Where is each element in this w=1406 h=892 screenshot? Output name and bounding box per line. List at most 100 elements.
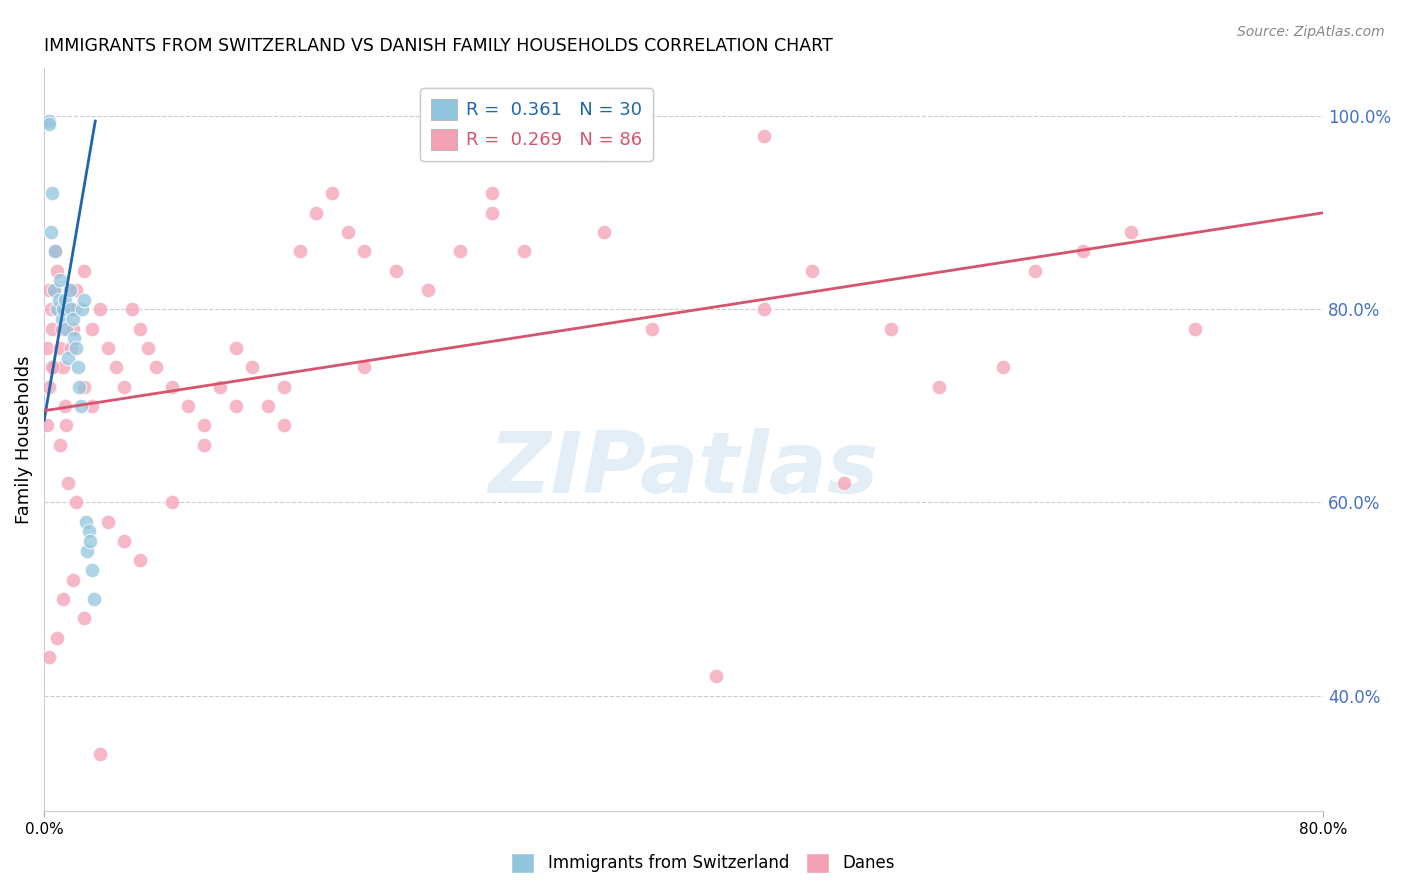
Point xyxy=(752,128,775,143)
Point xyxy=(62,321,84,335)
Legend: Immigrants from Switzerland, Danes: Immigrants from Switzerland, Danes xyxy=(505,847,901,880)
Point xyxy=(52,592,75,607)
Point xyxy=(80,399,103,413)
Text: Source: ZipAtlas.com: Source: ZipAtlas.com xyxy=(1237,25,1385,39)
Point xyxy=(73,293,96,307)
Point xyxy=(48,293,70,307)
Point xyxy=(752,302,775,317)
Point xyxy=(38,379,60,393)
Point xyxy=(67,379,90,393)
Legend: R =  0.361   N = 30, R =  0.269   N = 86: R = 0.361 N = 30, R = 0.269 N = 86 xyxy=(420,88,652,161)
Point xyxy=(38,649,60,664)
Point xyxy=(59,283,82,297)
Point xyxy=(1024,264,1046,278)
Point xyxy=(993,360,1015,375)
Point xyxy=(273,379,295,393)
Point xyxy=(928,379,950,393)
Point xyxy=(51,312,73,326)
Point xyxy=(321,186,343,201)
Point xyxy=(83,592,105,607)
Point xyxy=(39,302,62,317)
Point xyxy=(55,321,77,335)
Point xyxy=(640,321,662,335)
Point xyxy=(129,321,152,335)
Text: ZIPatlas: ZIPatlas xyxy=(488,428,879,511)
Point xyxy=(208,379,231,393)
Point xyxy=(1184,321,1206,335)
Y-axis label: Family Households: Family Households xyxy=(15,355,32,524)
Point xyxy=(353,360,375,375)
Point xyxy=(38,114,60,128)
Point xyxy=(38,283,60,297)
Point xyxy=(37,418,59,433)
Point xyxy=(48,302,70,317)
Point xyxy=(73,379,96,393)
Point xyxy=(97,341,120,355)
Point xyxy=(44,283,66,297)
Point xyxy=(73,611,96,625)
Point xyxy=(41,321,63,335)
Point xyxy=(177,399,200,413)
Point xyxy=(704,669,727,683)
Point xyxy=(832,476,855,491)
Point xyxy=(193,418,215,433)
Point xyxy=(800,264,823,278)
Point xyxy=(257,399,280,413)
Point xyxy=(51,321,73,335)
Point xyxy=(288,244,311,259)
Point xyxy=(45,631,67,645)
Point xyxy=(62,312,84,326)
Point xyxy=(65,341,87,355)
Point xyxy=(77,524,100,539)
Point xyxy=(240,360,263,375)
Point xyxy=(449,244,471,259)
Point xyxy=(38,117,60,131)
Point xyxy=(62,573,84,587)
Point xyxy=(41,360,63,375)
Point xyxy=(49,341,72,355)
Point xyxy=(45,302,67,317)
Point xyxy=(70,399,93,413)
Point xyxy=(1071,244,1094,259)
Point xyxy=(53,399,76,413)
Point xyxy=(39,225,62,239)
Point xyxy=(225,399,247,413)
Point xyxy=(416,283,439,297)
Point xyxy=(41,186,63,201)
Point xyxy=(592,225,614,239)
Point xyxy=(79,534,101,549)
Point xyxy=(56,476,79,491)
Point xyxy=(75,515,97,529)
Point xyxy=(481,186,503,201)
Point xyxy=(60,302,83,317)
Point xyxy=(52,302,75,317)
Point xyxy=(112,379,135,393)
Point xyxy=(80,321,103,335)
Point xyxy=(225,341,247,355)
Point xyxy=(63,331,86,345)
Point xyxy=(49,437,72,451)
Text: IMMIGRANTS FROM SWITZERLAND VS DANISH FAMILY HOUSEHOLDS CORRELATION CHART: IMMIGRANTS FROM SWITZERLAND VS DANISH FA… xyxy=(44,37,832,55)
Point xyxy=(55,418,77,433)
Point xyxy=(97,515,120,529)
Point xyxy=(59,283,82,297)
Point xyxy=(305,206,328,220)
Point xyxy=(76,543,98,558)
Point xyxy=(145,360,167,375)
Point xyxy=(60,341,83,355)
Point xyxy=(65,495,87,509)
Point xyxy=(353,244,375,259)
Point xyxy=(89,747,111,761)
Point xyxy=(53,293,76,307)
Point xyxy=(44,244,66,259)
Point xyxy=(105,360,128,375)
Point xyxy=(193,437,215,451)
Point xyxy=(273,418,295,433)
Point xyxy=(160,495,183,509)
Point xyxy=(37,341,59,355)
Point xyxy=(89,302,111,317)
Point xyxy=(49,273,72,287)
Point xyxy=(65,283,87,297)
Point xyxy=(63,302,86,317)
Point xyxy=(121,302,143,317)
